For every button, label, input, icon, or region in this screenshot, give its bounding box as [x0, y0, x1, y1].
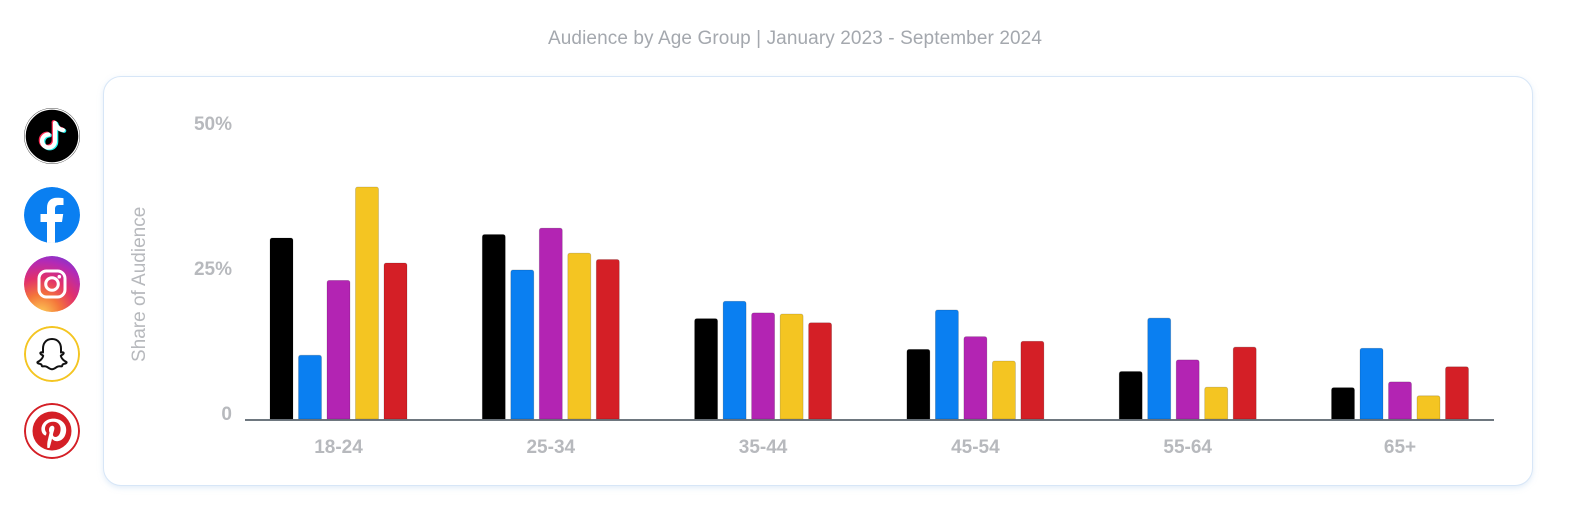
tiktok-icon: [24, 108, 80, 164]
bar-25-34-pinterest: [595, 259, 620, 420]
bar-45-54-facebook: [935, 309, 959, 420]
y-tick-label: 0: [221, 404, 232, 425]
y-tick-label: 50%: [194, 114, 232, 135]
bars: [269, 186, 1469, 420]
x-tick-label: 55-64: [1163, 437, 1212, 458]
bar-45-54-pinterest: [1020, 340, 1045, 420]
bar-45-54-snapchat: [992, 360, 1016, 420]
x-tick-label: 45-54: [951, 437, 1000, 458]
bar-25-34-tiktok: [481, 234, 506, 420]
bar-65+-snapchat: [1416, 395, 1441, 420]
x-tick-label: 18-24: [314, 437, 363, 458]
bar-55-64-pinterest: [1232, 346, 1257, 420]
bar-65+-instagram: [1388, 381, 1412, 420]
bar-35-44-snapchat: [779, 313, 804, 420]
bar-45-54-tiktok: [906, 349, 931, 420]
y-axis: 0 25% 50%: [194, 114, 232, 425]
platform-legend: [24, 108, 84, 468]
bar-55-64-snapchat: [1204, 386, 1229, 420]
chart-title: Audience by Age Group | January 2023 - S…: [547, 28, 1042, 49]
y-axis-label: Share of Audience: [129, 207, 150, 362]
bar-35-44-instagram: [751, 312, 775, 420]
bar-65+-pinterest: [1445, 366, 1469, 420]
bar-65+-facebook: [1359, 347, 1384, 420]
pinterest-icon: [24, 403, 80, 459]
bar-55-64-facebook: [1147, 317, 1172, 420]
bar-25-34-instagram: [538, 227, 563, 420]
bar-18-24-instagram: [326, 279, 351, 420]
bar-25-34-facebook: [510, 269, 535, 420]
x-tick-label: 25-34: [526, 437, 575, 458]
snapchat-icon: [24, 326, 80, 382]
bar-25-34-snapchat: [567, 252, 592, 420]
bar-55-64-tiktok: [1118, 371, 1143, 420]
bar-35-44-tiktok: [694, 318, 718, 420]
bar-18-24-facebook: [298, 354, 322, 420]
chart-card: Share of Audience 0 25% 50% 18-24 25-34 35-4…: [103, 76, 1533, 486]
bar-65+-tiktok: [1331, 387, 1355, 420]
instagram-icon: [24, 256, 80, 312]
facebook-icon: [24, 187, 80, 243]
bar-35-44-pinterest: [808, 322, 832, 420]
bar-18-24-tiktok: [269, 237, 294, 420]
bar-35-44-facebook: [722, 300, 747, 420]
x-tick-label: 35-44: [739, 437, 788, 458]
x-axis: 18-24 25-34 35-44 45-54 55-64 65+: [314, 437, 1416, 458]
bar-18-24-snapchat: [355, 186, 379, 420]
bar-18-24-pinterest: [383, 262, 408, 420]
x-tick-label: 65+: [1384, 437, 1416, 458]
bar-chart: Share of Audience 0 25% 50% 18-24 25-34 35-4…: [129, 114, 1494, 458]
bar-45-54-instagram: [963, 336, 988, 420]
y-tick-label: 25%: [194, 259, 232, 280]
bar-55-64-instagram: [1175, 359, 1200, 420]
